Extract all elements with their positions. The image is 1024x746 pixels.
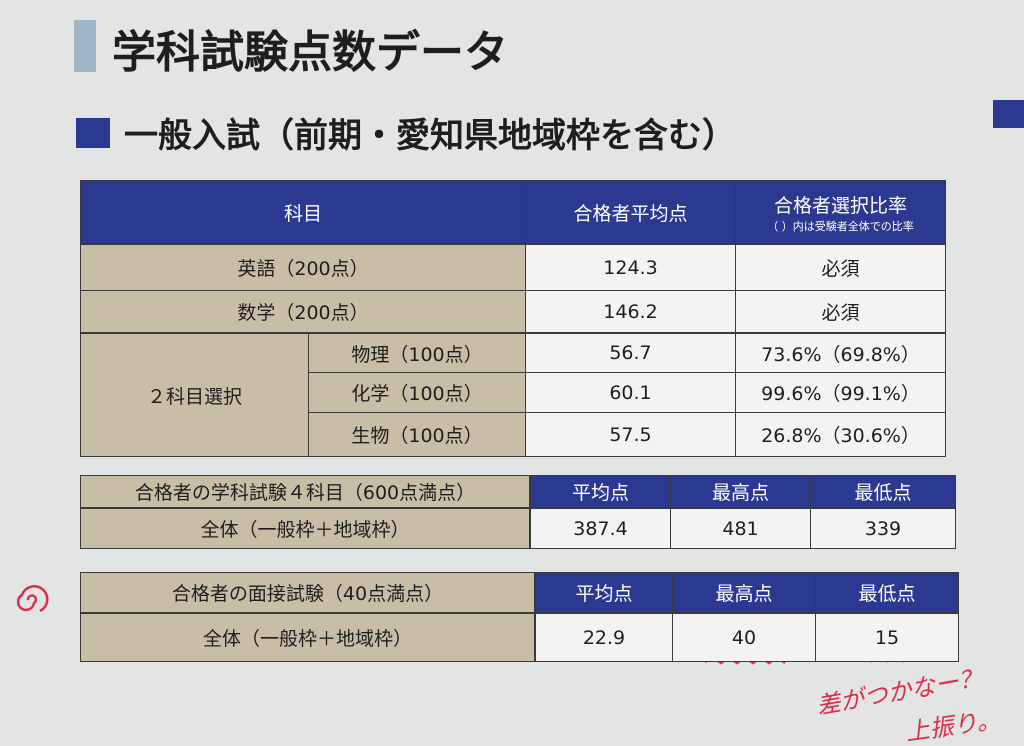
- header-cell-text: 合格者選択比率: [773, 194, 907, 217]
- header-cell-text: 最高点: [715, 583, 773, 605]
- elective-label-text: ２科目選択: [146, 385, 242, 408]
- average-cell: 57.5: [525, 412, 736, 457]
- summary-label: 合格者の学科試験４科目（600点満点）: [80, 475, 530, 508]
- average-cell-text: 60.1: [609, 381, 652, 404]
- row-label: 全体（一般枠＋地域枠）: [80, 613, 535, 662]
- subject-cell-text: 物理（100点）: [351, 343, 483, 366]
- subject-cell: 数学（200点）: [80, 290, 526, 333]
- value-cell: 481: [670, 508, 811, 549]
- average-cell-text: 56.7: [609, 342, 652, 364]
- average-cell-text: 57.5: [609, 423, 652, 446]
- average-cell-text: 146.2: [603, 300, 658, 323]
- header-cell: 合格者平均点: [525, 180, 736, 244]
- value-cell-text: 339: [864, 517, 902, 540]
- value-cell: 15: [815, 613, 959, 662]
- ratio-cell: 26.8%（30.6%）: [735, 412, 946, 457]
- header-cell-text: 合格者平均点: [573, 202, 688, 225]
- header-cell: 科目: [80, 180, 526, 244]
- average-cell-text: 124.3: [603, 256, 658, 279]
- header-cell-text: 平均点: [575, 583, 633, 605]
- header-cell-text: （ ）内は受験者全体での比率: [767, 219, 914, 233]
- value-cell-text: 481: [722, 517, 759, 540]
- subject-cell-text: 化学（100点）: [351, 383, 483, 405]
- average-cell: 146.2: [525, 290, 736, 333]
- header-cell: 平均点: [530, 475, 671, 508]
- value-cell-text: 15: [874, 626, 900, 649]
- header-cell: 最高点: [672, 572, 816, 613]
- header-cell-text: 平均点: [571, 482, 629, 504]
- next-marker: [993, 100, 1024, 128]
- average-cell: 56.7: [525, 333, 736, 373]
- value-cell-text: 387.4: [573, 517, 628, 540]
- spiral: [16, 585, 49, 613]
- subject-cell: 英語（200点）: [80, 244, 526, 291]
- ratio-cell-text: 99.6%（99.1%）: [761, 383, 920, 405]
- value-cell-text: 40: [731, 626, 757, 649]
- header-cell: 合格者選択比率 （ ）内は受験者全体での比率: [735, 180, 946, 244]
- header-cell-text: 最低点: [854, 482, 912, 504]
- value-cell: 339: [810, 508, 956, 549]
- ratio-cell-text: 必須: [821, 258, 860, 280]
- ratio-cell: 99.6%（99.1%）: [735, 372, 946, 413]
- ratio-cell-text: 26.8%（30.6%）: [761, 425, 920, 447]
- subject-cell-text: 英語（200点）: [237, 258, 369, 280]
- subject-cell: 化学（100点）: [308, 372, 526, 413]
- ratio-cell: 必須: [735, 290, 946, 333]
- elective-label: ２科目選択: [80, 333, 309, 457]
- subject-cell-text: 生物（100点）: [351, 425, 483, 447]
- page-title: 学科試験点数データ: [112, 27, 508, 78]
- value-cell: 387.4: [530, 508, 671, 549]
- header-cell: 最低点: [815, 572, 959, 613]
- value-cell-text: 22.9: [582, 626, 626, 649]
- summary-label-text: 合格者の学科試験４科目（600点満点）: [134, 482, 476, 504]
- row-label: 全体（一般枠＋地域枠）: [80, 508, 530, 549]
- ratio-cell-text: 必須: [821, 302, 860, 324]
- section-title: 一般入試（前期・愛知県地域枠を含む）: [124, 116, 736, 156]
- summary-label-text: 合格者の面接試験（40点満点）: [171, 583, 444, 605]
- subject-cell: 物理（100点）: [308, 333, 526, 373]
- title-bar: [74, 20, 96, 72]
- ratio-cell-text: 73.6%（69.8%）: [761, 343, 920, 366]
- subject-cell-text: 数学（200点）: [237, 302, 369, 324]
- header-cell-text: 最低点: [858, 583, 916, 605]
- header-cell: 平均点: [535, 572, 673, 613]
- row-label-text: 全体（一般枠＋地域枠）: [202, 628, 412, 650]
- value-cell: 40: [672, 613, 816, 662]
- header-cell: 最低点: [810, 475, 956, 508]
- row-label-text: 全体（一般枠＋地域枠）: [200, 519, 410, 541]
- value-cell: 22.9: [535, 613, 673, 662]
- average-cell: 124.3: [525, 244, 736, 291]
- header-cell: 最高点: [670, 475, 811, 508]
- header-cell-text: 最高点: [711, 482, 769, 504]
- subject-cell: 生物（100点）: [308, 412, 526, 457]
- header-cell-text: 科目: [283, 202, 322, 225]
- ratio-cell: 必須: [735, 244, 946, 291]
- average-cell: 60.1: [525, 372, 736, 413]
- ratio-cell: 73.6%（69.8%）: [735, 333, 946, 373]
- summary-label: 合格者の面接試験（40点満点）: [80, 572, 535, 613]
- section-marker: [76, 118, 110, 148]
